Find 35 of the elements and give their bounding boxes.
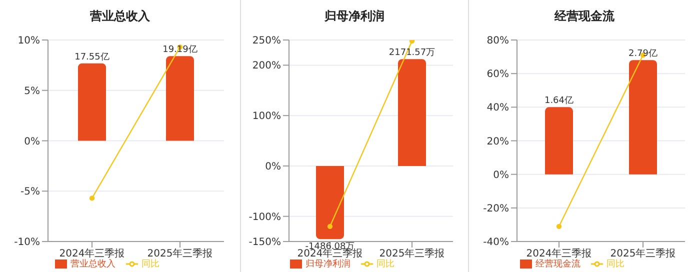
chart-title: 归母净利润 bbox=[324, 8, 386, 25]
y-tick-label: 100% bbox=[252, 111, 281, 122]
y-tick-label: 20% bbox=[486, 136, 509, 148]
x-tick-label: 2025年三季报 bbox=[610, 248, 676, 260]
y-tick-label: 60% bbox=[486, 69, 509, 80]
y-tick-label: -150% bbox=[248, 237, 281, 248]
x-tick-label: 2024年三季报 bbox=[526, 248, 592, 260]
data-label: 2.79亿 bbox=[628, 48, 658, 60]
y-tick-label: -100% bbox=[248, 212, 281, 223]
x-tick-label: 2025年三季报 bbox=[379, 248, 445, 260]
x-tick-label: 2025年三季报 bbox=[147, 248, 213, 260]
y-tick-label: -10% bbox=[14, 237, 40, 248]
y-tick-label: 200% bbox=[252, 60, 281, 72]
chart-title: 经营现金流 bbox=[553, 8, 616, 25]
legend-label: 营业总收入 bbox=[70, 259, 116, 269]
y-tick-label: 10% bbox=[18, 36, 40, 47]
legend-label: 同比 bbox=[142, 259, 160, 269]
y-tick-label: 0% bbox=[24, 136, 40, 148]
legend-label: 同比 bbox=[376, 259, 394, 269]
data-label: 17.55亿 bbox=[74, 51, 110, 62]
data-label: 1.64亿 bbox=[544, 95, 574, 106]
legend-label: 同比 bbox=[606, 259, 624, 269]
legend-label: 归母净利润 bbox=[306, 259, 350, 269]
y-tick-label: 0% bbox=[265, 162, 281, 173]
legend-label: 经营现金流 bbox=[536, 259, 580, 269]
y-tick-label: 0% bbox=[493, 170, 509, 181]
y-tick-label: 80% bbox=[486, 36, 509, 47]
x-tick-label: 2024年三季报 bbox=[59, 248, 125, 260]
chart-title: 营业总收入 bbox=[89, 8, 151, 25]
y-tick-label: 5% bbox=[24, 86, 40, 97]
y-tick-label: -20% bbox=[483, 203, 509, 214]
y-tick-label: -5% bbox=[20, 186, 40, 198]
y-tick-label: 250% bbox=[252, 36, 281, 47]
y-tick-label: 40% bbox=[486, 102, 509, 114]
y-tick-label: -40% bbox=[483, 237, 509, 248]
